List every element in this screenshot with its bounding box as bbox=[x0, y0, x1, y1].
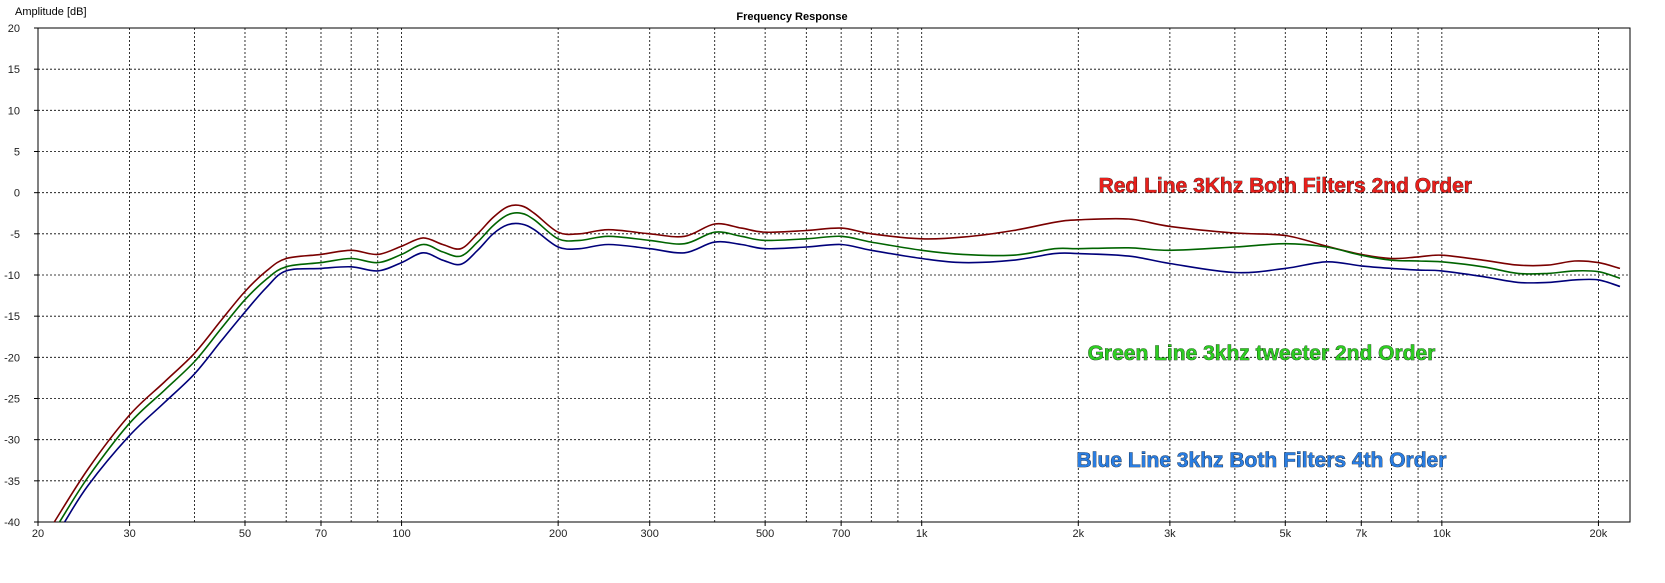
series-line-3 bbox=[63, 222, 1621, 523]
x-tick-label: 100 bbox=[392, 528, 410, 540]
series-line-2 bbox=[58, 212, 1621, 523]
x-tick-label: 500 bbox=[756, 528, 774, 540]
x-tick-label: 5k bbox=[1279, 528, 1291, 540]
y-tick-label: 10 bbox=[8, 105, 20, 117]
annotation-label-1: Red Line 3Khz Both Filters 2nd Order bbox=[1099, 175, 1472, 198]
x-tick-label: 3k bbox=[1164, 528, 1176, 540]
x-tick-label: 7k bbox=[1355, 528, 1367, 540]
x-axis-ticks: 20 30 50 70 100 200 300 500 700 1k 2k 3k 5k 7k 10k 20k bbox=[32, 522, 1608, 540]
y-tick-label: 20 bbox=[8, 23, 20, 35]
y-tick-label: -5 bbox=[10, 229, 20, 241]
series-lines bbox=[53, 204, 1621, 523]
x-tick-label: 700 bbox=[832, 528, 850, 540]
y-tick-label: -35 bbox=[4, 476, 20, 488]
x-tick-label: 20 bbox=[32, 528, 44, 540]
x-tick-label: 300 bbox=[641, 528, 659, 540]
annotation-label-3: Blue Line 3khz Both Filters 4th Order bbox=[1077, 449, 1447, 472]
grid bbox=[38, 28, 1630, 522]
y-tick-label: 0 bbox=[14, 188, 20, 200]
chart-title: Frequency Response bbox=[736, 11, 847, 23]
x-tick-label: 50 bbox=[239, 528, 251, 540]
y-tick-label: -15 bbox=[4, 311, 20, 323]
y-tick-label: -20 bbox=[4, 352, 20, 364]
y-tick-label: 5 bbox=[14, 147, 20, 159]
annotations: Red Line 3Khz Both Filters 2nd Order Gree… bbox=[1076, 174, 1472, 472]
y-tick-label: 15 bbox=[8, 64, 20, 76]
y-tick-label: -10 bbox=[4, 270, 20, 282]
x-tick-label: 10k bbox=[1433, 528, 1451, 540]
x-tick-label: 1k bbox=[916, 528, 928, 540]
annotation-label-2: Green Line 3khz tweeter 2nd Order bbox=[1088, 342, 1436, 365]
y-axis-ticks: 20 15 10 5 0 -5 -10 -15 -20 -25 -30 -35 -40 bbox=[4, 23, 38, 529]
y-tick-label: -30 bbox=[4, 435, 20, 447]
x-tick-label: 30 bbox=[123, 528, 135, 540]
x-tick-label: 200 bbox=[549, 528, 567, 540]
x-tick-label: 20k bbox=[1590, 528, 1608, 540]
series-line-1 bbox=[53, 204, 1621, 523]
x-tick-label: 70 bbox=[315, 528, 327, 540]
y-tick-label: -25 bbox=[4, 394, 20, 406]
x-tick-label: 2k bbox=[1072, 528, 1084, 540]
y-tick-label: -40 bbox=[4, 517, 20, 529]
y-axis-label: Amplitude [dB] bbox=[15, 6, 87, 18]
